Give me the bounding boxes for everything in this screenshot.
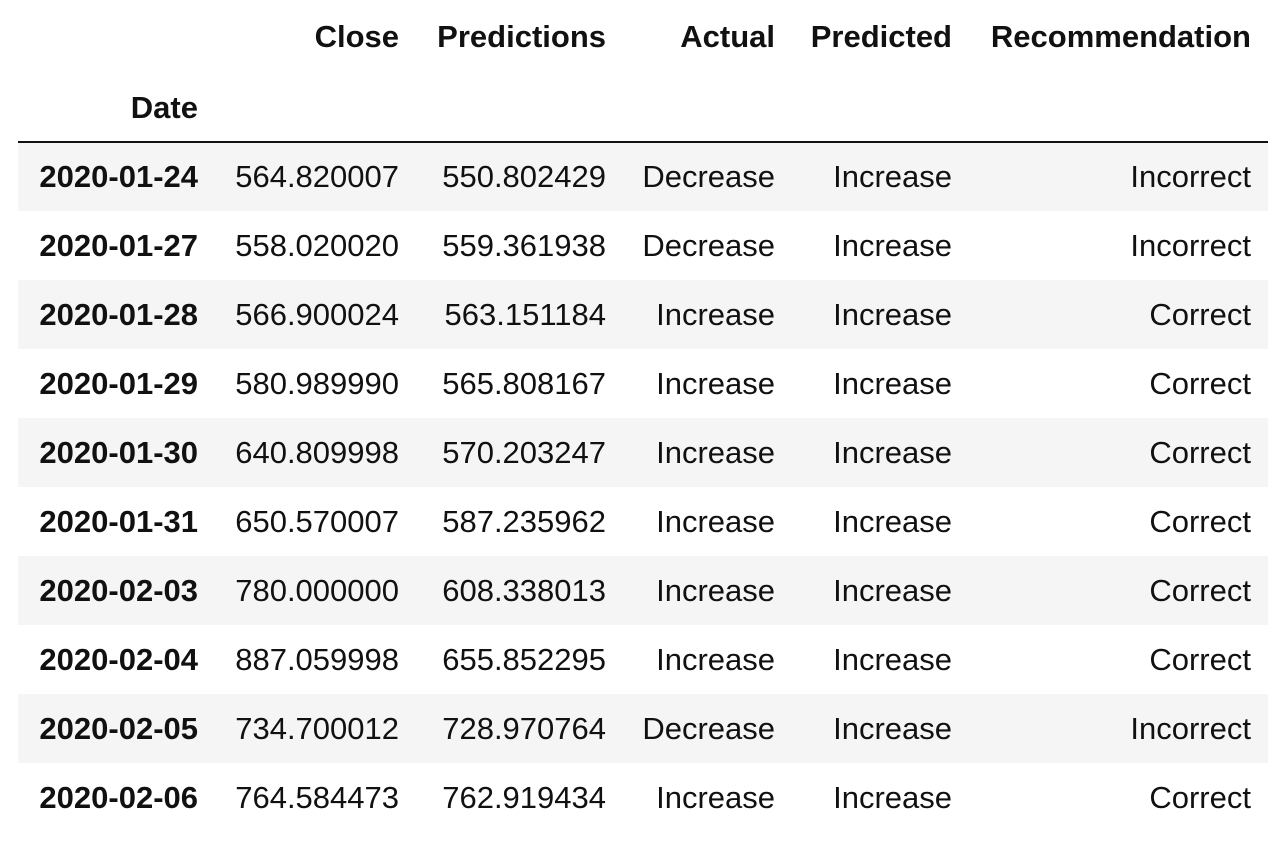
predicted-cell: Increase [833, 779, 952, 815]
blank-header-cell [792, 74, 969, 143]
row-date-cell: 2020-01-29 [39, 365, 198, 401]
table-row: 2020-02-03 780.000000 608.338013 Increase In… [18, 556, 1268, 625]
close-cell: 566.900024 [235, 296, 399, 332]
recommendation-cell: Correct [1149, 365, 1251, 401]
column-header-actual: Actual [680, 19, 775, 54]
row-date-cell: 2020-02-05 [39, 710, 198, 746]
blank-header-cell [215, 74, 416, 143]
close-cell: 640.809998 [235, 434, 399, 470]
table-row: 2020-02-04 887.059998 655.852295 Increase In… [18, 625, 1268, 694]
column-header-close: Close [314, 19, 399, 54]
row-date-cell: 2020-01-28 [39, 296, 198, 332]
close-cell: 887.059998 [235, 641, 399, 677]
predictions-cell: 550.802429 [442, 159, 606, 194]
predictions-cell: 587.235962 [442, 503, 606, 539]
table-row: 2020-01-30 640.809998 570.203247 Increase In… [18, 418, 1268, 487]
actual-cell: Decrease [642, 710, 775, 746]
predicted-cell: Increase [833, 227, 952, 263]
recommendation-cell: Correct [1149, 434, 1251, 470]
recommendation-cell: Correct [1149, 296, 1251, 332]
row-date-cell: 2020-02-06 [39, 779, 198, 815]
predictions-cell: 728.970764 [442, 710, 606, 746]
column-header-predictions: Predictions [437, 19, 606, 54]
table-row: 2020-02-05 734.700012 728.970764 Decrease In… [18, 694, 1268, 763]
table-row: 2020-01-24 564.820007 550.802429 Decrease In… [18, 142, 1268, 211]
actual-cell: Increase [656, 572, 775, 608]
actual-cell: Decrease [642, 227, 775, 263]
index-header-date: Date [18, 74, 215, 143]
column-header-predicted: Predicted [810, 19, 952, 54]
row-date-cell: 2020-02-04 [39, 641, 198, 677]
close-cell: 780.000000 [235, 572, 399, 608]
recommendation-cell: Correct [1149, 503, 1251, 539]
table-row: 2020-02-06 764.584473 762.919434 Increase In… [18, 763, 1268, 832]
predicted-cell: Increase [833, 572, 952, 608]
row-date-cell: 2020-02-03 [39, 572, 198, 608]
predicted-cell: Increase [833, 159, 952, 194]
predicted-cell: Increase [833, 503, 952, 539]
column-header-row: Close Predictions Actual Predicted Recom… [18, 0, 1268, 74]
actual-cell: Increase [656, 434, 775, 470]
row-date-cell: 2020-01-31 [39, 503, 198, 539]
blank-header-cell [18, 0, 215, 74]
actual-cell: Increase [656, 296, 775, 332]
predicted-cell: Increase [833, 296, 952, 332]
predictions-cell: 762.919434 [442, 779, 606, 815]
row-date-cell: 2020-01-24 [39, 159, 198, 194]
recommendation-cell: Incorrect [1130, 227, 1251, 263]
recommendation-cell: Incorrect [1130, 159, 1251, 194]
table-row: 2020-01-27 558.020020 559.361938 Decrease In… [18, 211, 1268, 280]
close-cell: 764.584473 [235, 779, 399, 815]
recommendation-cell: Correct [1149, 779, 1251, 815]
table-header: Close Predictions Actual Predicted Recom… [18, 0, 1268, 143]
actual-cell: Increase [656, 641, 775, 677]
table-row: 2020-01-28 566.900024 563.151184 Increase In… [18, 280, 1268, 349]
predicted-cell: Increase [833, 710, 952, 746]
table-row: 2020-01-31 650.570007 587.235962 Increase In… [18, 487, 1268, 556]
column-header-recommendation: Recommendation [990, 19, 1251, 54]
actual-cell: Increase [656, 779, 775, 815]
predictions-cell: 565.808167 [442, 365, 606, 401]
recommendation-cell: Incorrect [1130, 710, 1251, 746]
close-cell: 580.989990 [235, 365, 399, 401]
actual-cell: Decrease [642, 159, 775, 194]
index-header-row: Date [18, 74, 1268, 143]
predicted-cell: Increase [833, 434, 952, 470]
close-cell: 558.020020 [235, 227, 399, 263]
predictions-cell: 570.203247 [442, 434, 606, 470]
table-row: 2020-01-29 580.989990 565.808167 Increase In… [18, 349, 1268, 418]
blank-header-cell [623, 74, 792, 143]
predictions-cell: 559.361938 [442, 227, 606, 263]
close-cell: 734.700012 [235, 710, 399, 746]
table-body: 2020-01-24 564.820007 550.802429 Decrease In… [18, 142, 1268, 832]
dataframe-table: Close Predictions Actual Predicted Recom… [18, 0, 1268, 832]
predicted-cell: Increase [833, 365, 952, 401]
predictions-cell: 608.338013 [442, 572, 606, 608]
close-cell: 650.570007 [235, 503, 399, 539]
actual-cell: Increase [656, 503, 775, 539]
predictions-cell: 563.151184 [444, 296, 606, 332]
blank-header-cell [416, 74, 623, 143]
actual-cell: Increase [656, 365, 775, 401]
predicted-cell: Increase [833, 641, 952, 677]
recommendation-cell: Correct [1149, 572, 1251, 608]
predictions-cell: 655.852295 [442, 641, 606, 677]
row-date-cell: 2020-01-30 [39, 434, 198, 470]
recommendation-cell: Correct [1149, 641, 1251, 677]
close-cell: 564.820007 [235, 159, 399, 194]
row-date-cell: 2020-01-27 [39, 227, 198, 263]
blank-header-cell [969, 74, 1268, 143]
